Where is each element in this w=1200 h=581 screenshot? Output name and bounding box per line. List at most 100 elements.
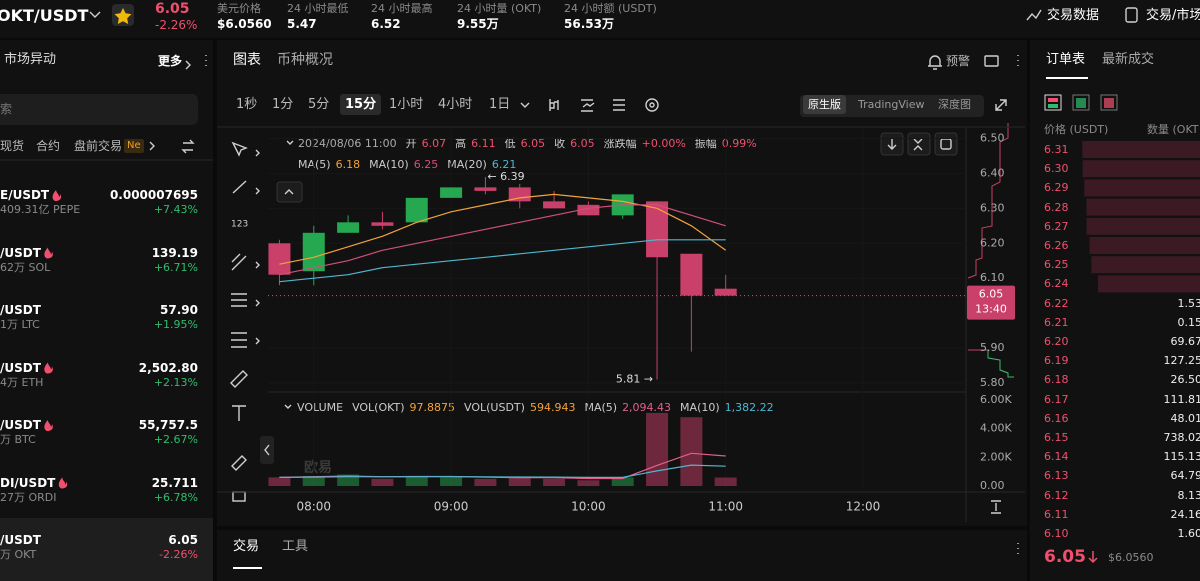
order-price: 6.16: [1044, 411, 1069, 425]
order-price: 6.19: [1044, 354, 1069, 368]
view-option[interactable]: 原生版: [803, 95, 846, 114]
order-qty: 8.13: [1177, 488, 1200, 502]
chart-tab[interactable]: 图表: [233, 52, 261, 68]
market-change: +6.78%: [153, 490, 198, 504]
order-qty: 59.16: [1170, 239, 1200, 252]
order-price: 6.31: [1044, 143, 1069, 156]
col-qty: 数量 (OKT: [1147, 123, 1199, 136]
order-price: 6.13: [1044, 469, 1069, 483]
info-value: 6.07: [421, 137, 447, 150]
order-price: 6.29: [1044, 181, 1069, 195]
order-qty: 127.25: [1163, 354, 1200, 368]
market-price: 139.19: [151, 245, 198, 260]
order-price: 6.28: [1044, 200, 1069, 214]
ma-value: 6.18: [335, 158, 361, 171]
order-qty: 1.53: [1177, 296, 1200, 310]
order-qty: 0.44: [1177, 200, 1200, 214]
info-time: 2024/08/06 11:00: [298, 137, 397, 150]
ma-value: 6.25: [413, 158, 439, 171]
market-tab[interactable]: 现货: [0, 139, 25, 153]
market-change: +2.67%: [153, 433, 198, 446]
order-price: 6.22: [1044, 296, 1069, 310]
info-label: 高: [455, 137, 467, 150]
market-tab[interactable]: 盘前交易: [74, 139, 123, 153]
search-placeholder: 索: [0, 102, 13, 116]
view-option[interactable]: TradingView: [858, 98, 925, 111]
search-box[interactable]: [0, 94, 198, 125]
order-tab[interactable]: 订单表: [1046, 52, 1086, 67]
ma-name: MA(20): [447, 158, 487, 171]
chart-panel: [217, 40, 1027, 526]
info-label: 低: [504, 137, 516, 150]
volume-value: 97.8875: [409, 401, 456, 414]
order-price: 6.11: [1044, 507, 1069, 521]
interval[interactable]: 1日: [489, 97, 511, 112]
col-price: 价格 (USDT): [1044, 123, 1109, 136]
order-tab[interactable]: 最新成交: [1102, 52, 1155, 67]
bottom-tab[interactable]: 工具: [282, 539, 309, 554]
market-price: 6.05: [168, 533, 198, 547]
order-qty: 97.33: [1170, 219, 1200, 233]
market-pair[interactable]: /USDT: [0, 303, 41, 317]
ma-name: MA(5): [298, 158, 331, 171]
volume-label: VOL(USDT): [464, 401, 525, 414]
market-price: 55,757.5: [138, 418, 198, 432]
bottom-tab[interactable]: 交易: [233, 539, 260, 554]
row-highlight: [0, 518, 213, 581]
market-change: +6.71%: [153, 260, 198, 274]
market-pair[interactable]: /USDT: [0, 360, 41, 375]
order-qty: 919.16: [1163, 277, 1200, 291]
header-link[interactable]: 交易数据: [1047, 8, 1100, 23]
stat-label: 24 小时最高: [371, 2, 433, 15]
stat-value: $6.0560: [217, 17, 272, 31]
market-volume: 1万 LTC: [0, 318, 40, 331]
order-price: 6.27: [1044, 219, 1069, 233]
order-price: 6.15: [1044, 431, 1069, 444]
market-tab[interactable]: 合约: [36, 139, 61, 153]
chart-tab[interactable]: 币种概况: [277, 52, 333, 68]
order-qty: 69.67: [1170, 335, 1200, 348]
price: 6.05: [155, 1, 190, 17]
market-pair[interactable]: /USDT: [0, 418, 41, 432]
volume-ma-name: MA(10): [680, 401, 720, 414]
market-pair[interactable]: /USDT: [0, 533, 41, 547]
order-price: 6.10: [1044, 527, 1069, 540]
volume-value: 594.943: [529, 401, 576, 414]
info-value: 0.99%: [721, 137, 757, 150]
market-volume: 62万 SOL: [0, 260, 51, 274]
interval[interactable]: 1小时: [389, 97, 424, 112]
market-panel: [0, 40, 213, 581]
market-pair[interactable]: /USDT: [0, 245, 41, 260]
market-pair[interactable]: DI/USDT: [0, 475, 56, 490]
header-link[interactable]: 交易/市场: [1146, 8, 1200, 23]
order-qty: 11.00: [1170, 143, 1200, 156]
interval[interactable]: 1秒: [236, 97, 258, 112]
market-volume: 万 OKT: [0, 548, 37, 561]
order-price: 6.14: [1044, 450, 1069, 464]
volume-ma-value: 2,094.43: [622, 401, 672, 414]
market-change: +2.13%: [153, 375, 198, 389]
order-last-usd: $6.0560: [1108, 551, 1154, 564]
stat-label: 24 小时最低: [287, 2, 349, 15]
order-qty: 1.60: [1177, 527, 1200, 540]
order-qty: 111.81: [1163, 392, 1200, 406]
order-qty: 73.23: [1170, 181, 1200, 195]
ohlc-info: MA(5) 6.18 MA(10) 6.25 MA(20) 6.21: [298, 159, 516, 170]
more-link[interactable]: 更多: [158, 54, 183, 68]
order-qty: 24.16: [1170, 507, 1200, 521]
interval[interactable]: 5分: [308, 97, 330, 112]
interval[interactable]: 15分: [340, 94, 382, 115]
market-change: +1.95%: [153, 318, 198, 331]
market-pair[interactable]: E/USDT: [0, 188, 50, 202]
stat-value: 56.53万: [564, 17, 614, 31]
interval[interactable]: 1分: [272, 97, 294, 112]
volume-label: VOL(OKT): [352, 401, 405, 414]
stat-value: 6.52: [371, 17, 401, 31]
alert[interactable]: 预警: [946, 54, 971, 68]
interval[interactable]: 4小时: [438, 97, 473, 112]
market-price: 0.000007695: [109, 188, 198, 202]
new-badge: Ne: [124, 139, 144, 153]
view-option[interactable]: 深度图: [938, 98, 971, 111]
order-qty: 216.67: [1163, 258, 1200, 272]
